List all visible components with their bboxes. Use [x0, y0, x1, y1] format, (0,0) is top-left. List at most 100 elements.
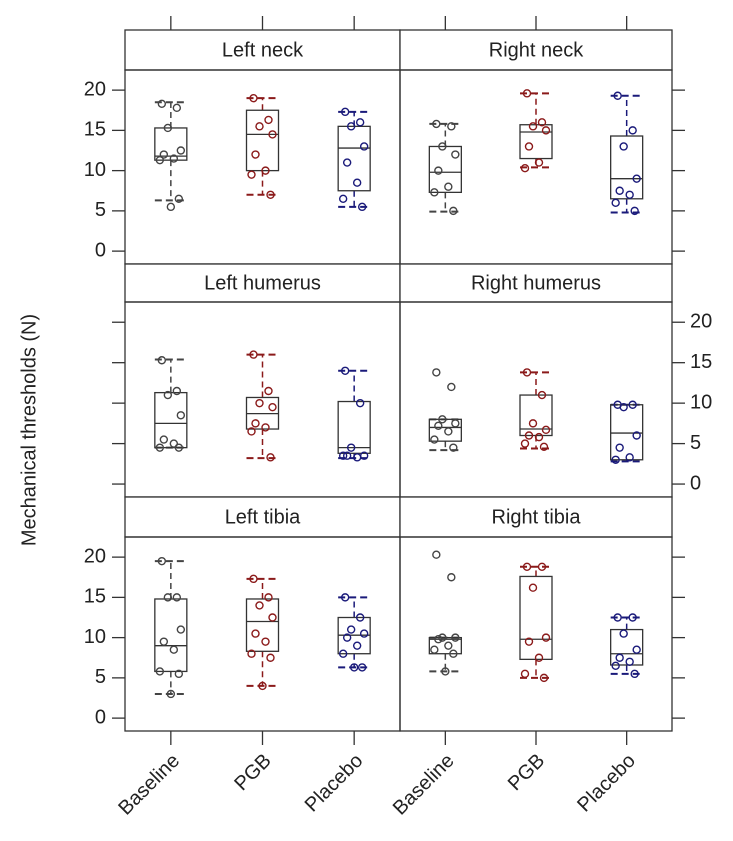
point — [432, 550, 441, 559]
point — [155, 155, 165, 165]
point — [261, 423, 270, 432]
point — [524, 637, 534, 646]
point — [159, 150, 169, 159]
point — [166, 689, 176, 699]
point — [338, 194, 348, 203]
box — [245, 109, 280, 172]
point — [451, 633, 460, 642]
point — [434, 421, 443, 430]
point — [628, 400, 637, 409]
point — [174, 443, 184, 452]
y-tick-label: 20 — [84, 545, 106, 567]
point — [163, 390, 173, 400]
point — [346, 625, 356, 634]
point — [430, 645, 439, 654]
point — [528, 122, 538, 131]
point — [628, 126, 637, 135]
point — [539, 442, 549, 452]
point — [444, 182, 453, 191]
point — [249, 350, 258, 359]
point — [174, 669, 184, 679]
point — [247, 649, 256, 658]
point — [266, 453, 275, 462]
point — [176, 411, 186, 420]
point — [611, 198, 620, 208]
point — [172, 103, 182, 113]
x-tick-label: Baseline — [114, 750, 184, 820]
point — [444, 641, 453, 650]
strip — [124, 263, 401, 303]
box — [519, 124, 553, 160]
point — [258, 681, 267, 691]
point — [166, 202, 176, 212]
point — [537, 562, 547, 571]
point — [632, 645, 641, 654]
point — [430, 188, 439, 197]
point — [447, 122, 456, 131]
point — [268, 613, 277, 622]
y-tick-label: 20 — [84, 78, 106, 100]
point — [338, 451, 348, 460]
y-tick-label: 5 — [95, 666, 106, 688]
strip — [399, 496, 673, 538]
strip — [124, 29, 401, 71]
panel-frame — [399, 301, 673, 498]
box — [154, 127, 188, 161]
y-tick-label: 15 — [84, 586, 106, 608]
box — [154, 391, 188, 449]
point — [449, 443, 458, 452]
y-tick-label: 15 — [690, 351, 712, 373]
point — [251, 150, 260, 159]
point — [340, 593, 350, 602]
point — [342, 158, 352, 167]
point — [176, 625, 186, 634]
point — [357, 202, 367, 212]
point — [249, 93, 258, 103]
strip-title: Right neck — [489, 39, 584, 61]
x-tick-label: Baseline — [389, 750, 459, 820]
y-tick-label: 15 — [84, 119, 106, 141]
point — [615, 653, 624, 662]
point — [619, 402, 628, 412]
point — [520, 439, 530, 448]
point — [172, 593, 182, 602]
point — [541, 425, 551, 435]
box — [245, 598, 280, 652]
point — [537, 390, 547, 400]
x-tick-label: PGB — [230, 750, 275, 795]
point — [534, 432, 544, 442]
point — [430, 435, 439, 444]
x-tick-label: PGB — [504, 750, 549, 795]
point — [346, 122, 356, 131]
point — [522, 89, 532, 98]
point — [338, 649, 348, 658]
point — [155, 667, 165, 676]
point — [247, 427, 256, 436]
point — [169, 645, 179, 654]
point — [261, 637, 270, 646]
point — [613, 613, 622, 622]
y-tick-label: 5 — [690, 432, 701, 454]
y-tick-label: 0 — [95, 239, 106, 261]
point — [625, 453, 634, 462]
point — [447, 573, 456, 582]
point — [247, 170, 256, 179]
point — [251, 629, 260, 638]
point — [255, 398, 264, 408]
point — [520, 669, 530, 679]
point — [632, 431, 641, 440]
strip-title: Right humerus — [471, 272, 601, 294]
strip-title: Right tibia — [492, 506, 582, 528]
strip-title: Left neck — [222, 39, 304, 61]
point — [340, 366, 350, 375]
strip — [399, 263, 673, 303]
point — [352, 178, 362, 187]
point — [434, 166, 443, 175]
point — [355, 118, 365, 127]
point — [611, 661, 620, 670]
point — [268, 130, 277, 139]
point — [155, 443, 165, 452]
point — [159, 435, 169, 444]
point — [355, 398, 365, 408]
point — [352, 453, 362, 462]
